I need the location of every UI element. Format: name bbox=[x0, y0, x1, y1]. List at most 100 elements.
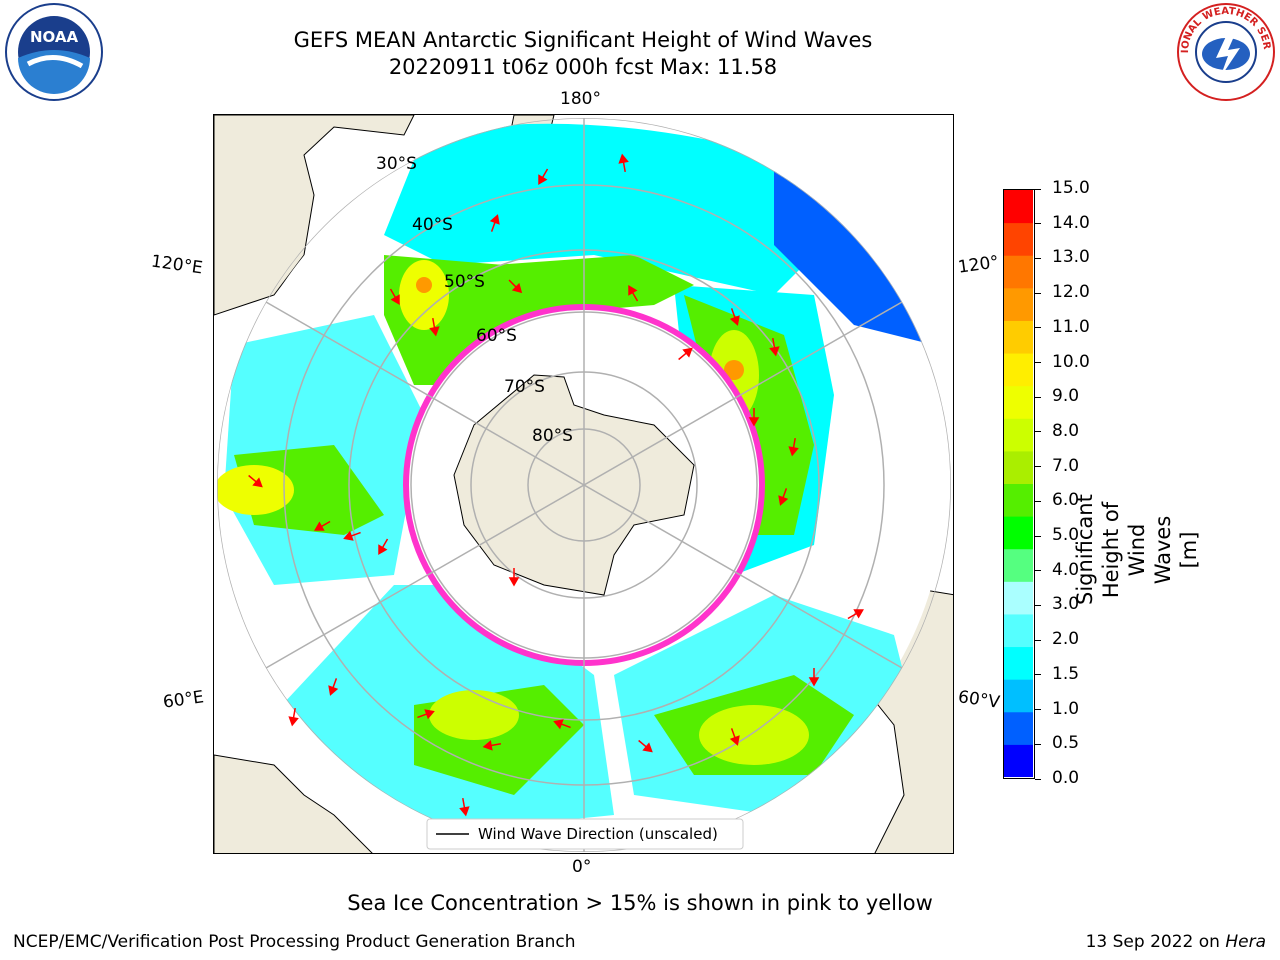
wave-direction-arrow bbox=[788, 437, 799, 457]
footer-date: 13 Sep 2022 on Hera bbox=[1086, 932, 1266, 952]
wave-direction-arrow bbox=[343, 530, 361, 541]
colorbar-segment bbox=[1004, 418, 1033, 452]
wave-direction-arrow bbox=[508, 568, 520, 587]
colorbar-segment bbox=[1004, 385, 1033, 419]
colorbar-segment bbox=[1004, 320, 1033, 354]
colorbar-segment bbox=[1004, 255, 1033, 289]
colorbar-tick-mark bbox=[1035, 396, 1041, 398]
wind-wave-arrows bbox=[248, 153, 864, 817]
colorbar-segment bbox=[1004, 483, 1033, 517]
wave-direction-arrow bbox=[638, 739, 653, 753]
chart-subtitle: 20220911 t06z 000h fcst Max: 11.58 bbox=[388, 55, 778, 79]
wave-direction-arrow bbox=[459, 797, 470, 817]
colorbar-tick-mark bbox=[1035, 362, 1041, 364]
colorbar-tick-mark bbox=[1035, 639, 1041, 641]
arrow-legend-label: Wind Wave Direction (unscaled) bbox=[478, 825, 718, 843]
colorbar-tick-label: 10.0 bbox=[1052, 351, 1090, 372]
wave-direction-arrow bbox=[489, 214, 500, 232]
wave-direction-arrow bbox=[288, 707, 299, 727]
wave-direction-arrow bbox=[417, 709, 435, 720]
footer-machine: Hera bbox=[1225, 932, 1266, 952]
wave-direction-arrow bbox=[553, 719, 571, 730]
colorbar-segment bbox=[1004, 190, 1033, 224]
colorbar-segment bbox=[1004, 450, 1033, 484]
colorbar-tick-label: 2.0 bbox=[1052, 629, 1080, 650]
wave-direction-arrow bbox=[847, 609, 864, 620]
wave-direction-arrow bbox=[678, 347, 693, 361]
nws-logo: NATIONAL WEATHER SERVICE bbox=[1172, 0, 1276, 102]
wave-direction-arrow bbox=[748, 408, 760, 427]
wave-direction-arrow bbox=[778, 488, 789, 506]
wave-direction-arrow bbox=[628, 285, 639, 302]
colorbar-tick-mark bbox=[1035, 743, 1041, 745]
colorbar-tick-label: 15.0 bbox=[1052, 178, 1090, 198]
lat-label-30: 30°S bbox=[376, 154, 417, 174]
colorbar-segment bbox=[1004, 646, 1033, 680]
colorbar-tick-label: 3.0 bbox=[1052, 594, 1080, 615]
colorbar-tick-label: 14.0 bbox=[1052, 212, 1090, 233]
colorbar-tick-label: 4.0 bbox=[1052, 559, 1080, 580]
noaa-logo: NOAA bbox=[4, 2, 104, 102]
lat-label-40: 40°S bbox=[412, 215, 453, 235]
wave-direction-arrow bbox=[538, 168, 549, 185]
colorbar-segment bbox=[1004, 548, 1033, 582]
wave-direction-arrow bbox=[808, 668, 820, 687]
lat-label-50: 50°S bbox=[444, 272, 485, 292]
lat-label-60: 60°S bbox=[476, 326, 517, 346]
footer-date-text: 13 Sep 2022 on bbox=[1085, 932, 1226, 952]
colorbar-tick-mark bbox=[1035, 535, 1041, 537]
colorbar-tick-label: 12.0 bbox=[1052, 282, 1090, 303]
colorbar-tick-mark bbox=[1035, 431, 1041, 433]
wave-direction-arrow bbox=[314, 520, 331, 531]
colorbar-segment bbox=[1004, 516, 1033, 550]
lon-label-left-upper: 120°E bbox=[149, 251, 204, 279]
colorbar-segment bbox=[1004, 679, 1033, 713]
lon-label-bottom: 0° bbox=[572, 857, 592, 877]
colorbar-tick-label: 5.0 bbox=[1052, 525, 1080, 546]
colorbar-segment bbox=[1004, 287, 1033, 321]
colorbar-tick-label: 0.0 bbox=[1052, 768, 1080, 788]
colorbar-tick-label: 8.0 bbox=[1052, 420, 1080, 441]
colorbar-segment bbox=[1004, 353, 1033, 387]
wave-height-map: 30°S 40°S 50°S 60°S 70°S 80°S Wind Wave … bbox=[214, 115, 953, 853]
colorbar bbox=[1003, 189, 1035, 779]
colorbar-tick-mark bbox=[1035, 292, 1041, 294]
arrow-legend: Wind Wave Direction (unscaled) bbox=[426, 818, 744, 850]
colorbar-segment bbox=[1004, 222, 1033, 256]
colorbar-segment bbox=[1004, 711, 1033, 745]
lon-label-right-upper: 120° bbox=[956, 252, 1001, 278]
sea-ice-note: Sea Ice Concentration > 15% is shown in … bbox=[347, 891, 933, 915]
colorbar-tick-label: 0.5 bbox=[1052, 733, 1080, 754]
colorbar-tick-mark bbox=[1035, 570, 1041, 572]
colorbar-tick-mark bbox=[1035, 604, 1041, 606]
wave-direction-arrow bbox=[378, 538, 389, 555]
colorbar-tick-label: 7.0 bbox=[1052, 455, 1080, 476]
lat-label-70: 70°S bbox=[504, 377, 545, 397]
wave-direction-arrow bbox=[769, 337, 780, 357]
noaa-logo-text: NOAA bbox=[30, 28, 79, 46]
colorbar-segment bbox=[1004, 581, 1033, 615]
colorbar-tick-mark bbox=[1035, 709, 1041, 711]
graticule bbox=[265, 118, 903, 852]
colorbar-segment bbox=[1004, 613, 1033, 648]
lon-label-left-lower: 60°E bbox=[161, 687, 206, 713]
colorbar-tick-label: 11.0 bbox=[1052, 316, 1090, 337]
wave-direction-arrow bbox=[429, 317, 440, 337]
wave-direction-arrow bbox=[508, 279, 523, 294]
wave-direction-arrow bbox=[729, 308, 740, 326]
footer-credit: NCEP/EMC/Verification Post Processing Pr… bbox=[13, 932, 576, 952]
colorbar-tick-mark bbox=[1035, 257, 1041, 259]
wave-direction-arrow bbox=[389, 288, 400, 305]
lon-label-top: 180° bbox=[560, 89, 601, 109]
wave-direction-arrow bbox=[729, 728, 740, 746]
wave-direction-arrow bbox=[482, 740, 502, 751]
lon-label-right-lower: 60°V bbox=[956, 687, 1001, 713]
colorbar-segment bbox=[1004, 744, 1033, 777]
colorbar-tick-mark bbox=[1035, 223, 1041, 225]
colorbar-tick-label: 9.0 bbox=[1052, 386, 1080, 407]
wave-direction-arrow bbox=[618, 153, 629, 173]
lat-label-80: 80°S bbox=[532, 426, 573, 446]
wave-direction-arrow bbox=[248, 474, 263, 488]
colorbar-tick-mark bbox=[1035, 188, 1041, 190]
colorbar-tick-mark bbox=[1035, 466, 1041, 468]
